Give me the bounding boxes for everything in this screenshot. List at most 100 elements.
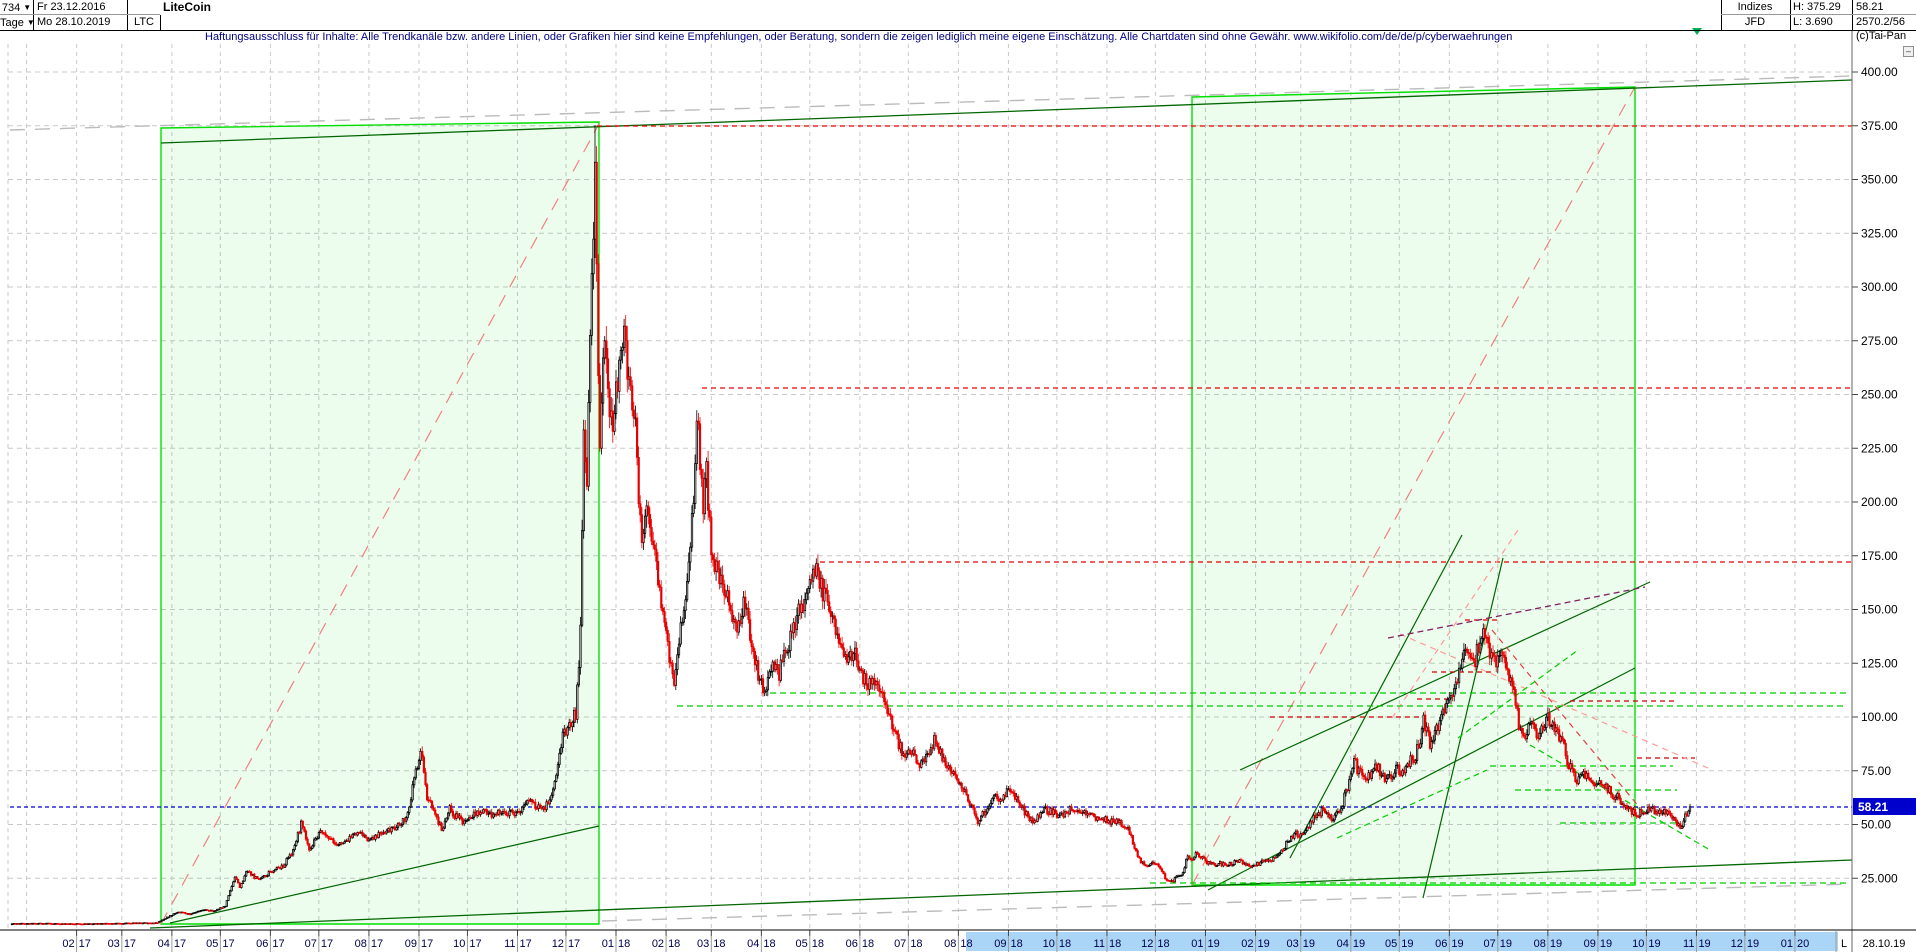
month-label[interactable]: 04 [1337, 938, 1349, 950]
price-label[interactable]: 200.00 [1861, 495, 1898, 509]
long-support-line[interactable] [149, 859, 1853, 929]
minimize-button[interactable]: – [1903, 46, 1914, 57]
year-label[interactable]: 19 [1451, 938, 1463, 950]
price-label[interactable]: 100.00 [1861, 710, 1898, 724]
year-label[interactable]: 19 [1600, 938, 1612, 950]
month-label[interactable]: 04 [747, 938, 759, 950]
price-label[interactable]: 375.00 [1861, 119, 1898, 133]
year-label[interactable]: 19 [1648, 938, 1660, 950]
price-label[interactable]: 150.00 [1861, 603, 1898, 617]
bars-count-dropdown[interactable]: 734 ▼ [0, 0, 33, 16]
year-label[interactable]: 17 [124, 938, 136, 950]
month-label[interactable]: 12 [552, 938, 564, 950]
year-label[interactable]: 18 [960, 938, 972, 950]
year-label[interactable]: 18 [763, 938, 775, 950]
month-label[interactable]: 03 [108, 938, 120, 950]
month-label[interactable]: 03 [697, 938, 709, 950]
month-label[interactable]: 08 [944, 938, 956, 950]
fan-2019-steep[interactable] [1289, 534, 1463, 859]
month-label[interactable]: 06 [846, 938, 858, 950]
price-label[interactable]: 50.00 [1861, 818, 1891, 832]
year-label[interactable]: 18 [1157, 938, 1169, 950]
year-label[interactable]: 19 [1698, 938, 1710, 950]
month-label[interactable]: 06 [1435, 938, 1447, 950]
year-label[interactable]: 17 [421, 938, 433, 950]
gray-channel-top[interactable] [9, 75, 1853, 131]
month-label[interactable]: 10 [1043, 938, 1055, 950]
price-label[interactable]: 250.00 [1861, 388, 1898, 402]
year-label[interactable]: 18 [1109, 938, 1121, 950]
june-rally-steep[interactable] [1422, 557, 1504, 899]
fan-2019-mid[interactable] [1239, 581, 1651, 771]
box2-diagonal[interactable] [1191, 86, 1636, 886]
month-label[interactable]: 02 [62, 938, 74, 950]
month-label[interactable]: 12 [1141, 938, 1153, 950]
price-label[interactable]: 325.00 [1861, 226, 1898, 240]
year-label[interactable]: 20 [1797, 938, 1809, 950]
year-label[interactable]: 17 [371, 938, 383, 950]
year-label[interactable]: 19 [1401, 938, 1413, 950]
month-label[interactable]: 05 [796, 938, 808, 950]
month-label[interactable]: 09 [994, 938, 1006, 950]
month-label[interactable]: 10 [1632, 938, 1644, 950]
month-label[interactable]: 07 [1484, 938, 1496, 950]
price-label[interactable]: 350.00 [1861, 173, 1898, 187]
month-label[interactable]: 11 [1683, 938, 1694, 950]
indizes-label[interactable]: Indizes [1737, 1, 1773, 13]
price-label[interactable]: 25.000 [1861, 871, 1898, 885]
year-label[interactable]: 17 [519, 938, 531, 950]
month-label[interactable]: 02 [1241, 938, 1253, 950]
month-label[interactable]: 01 [602, 938, 614, 950]
month-label[interactable]: 10 [453, 938, 465, 950]
month-label[interactable]: 04 [158, 938, 170, 950]
year-label[interactable]: 19 [1303, 938, 1315, 950]
price-label[interactable]: 300.00 [1861, 280, 1898, 294]
year-label[interactable]: 17 [79, 938, 91, 950]
month-label[interactable]: 05 [1385, 938, 1397, 950]
price-label[interactable]: 275.00 [1861, 334, 1898, 348]
year-label[interactable]: 18 [713, 938, 725, 950]
year-label[interactable]: 18 [910, 938, 922, 950]
year-label[interactable]: 19 [1500, 938, 1512, 950]
price-label[interactable]: 225.00 [1861, 441, 1898, 455]
year-label[interactable]: 17 [469, 938, 481, 950]
year-label[interactable]: 18 [618, 938, 630, 950]
month-label[interactable]: 12 [1731, 938, 1743, 950]
year-label[interactable]: 19 [1207, 938, 1219, 950]
year-label[interactable]: 19 [1747, 938, 1759, 950]
month-label[interactable]: 11 [1094, 938, 1105, 950]
month-label[interactable]: 07 [894, 938, 906, 950]
up-pink-diag[interactable] [1391, 526, 1521, 719]
year-label[interactable]: 17 [321, 938, 333, 950]
year-label[interactable]: 18 [1059, 938, 1071, 950]
month-label[interactable]: 01 [1781, 938, 1793, 950]
month-label[interactable]: 09 [1584, 938, 1596, 950]
year-label[interactable]: 18 [668, 938, 680, 950]
month-label[interactable]: 06 [256, 938, 268, 950]
green-asc-low[interactable] [1336, 769, 1488, 839]
month-label[interactable]: 01 [1191, 938, 1203, 950]
month-label[interactable]: 08 [355, 938, 367, 950]
down-pink-diag[interactable] [1399, 633, 1709, 769]
gray-channel-bottom[interactable] [601, 883, 1853, 922]
year-label[interactable]: 17 [272, 938, 284, 950]
year-label[interactable]: 19 [1258, 938, 1270, 950]
price-label[interactable]: 175.00 [1861, 549, 1898, 563]
timeframe-dropdown[interactable]: Tage ▼ [0, 15, 35, 31]
wedge-maroon[interactable] [1387, 586, 1646, 639]
year-label[interactable]: 18 [812, 938, 824, 950]
month-label[interactable]: 11 [504, 938, 515, 950]
month-label[interactable]: 08 [1534, 938, 1546, 950]
support-2017[interactable] [169, 825, 600, 924]
month-label[interactable]: 03 [1287, 938, 1299, 950]
price-label[interactable]: 125.00 [1861, 656, 1898, 670]
price-label[interactable]: 400.00 [1861, 65, 1898, 79]
price-label[interactable]: 75.00 [1861, 764, 1891, 778]
long-resistance-line[interactable] [160, 79, 1853, 144]
year-label[interactable]: 17 [568, 938, 580, 950]
year-label[interactable]: 17 [222, 938, 234, 950]
year-label[interactable]: 17 [174, 938, 186, 950]
year-label[interactable]: 18 [862, 938, 874, 950]
month-label[interactable]: 02 [652, 938, 664, 950]
